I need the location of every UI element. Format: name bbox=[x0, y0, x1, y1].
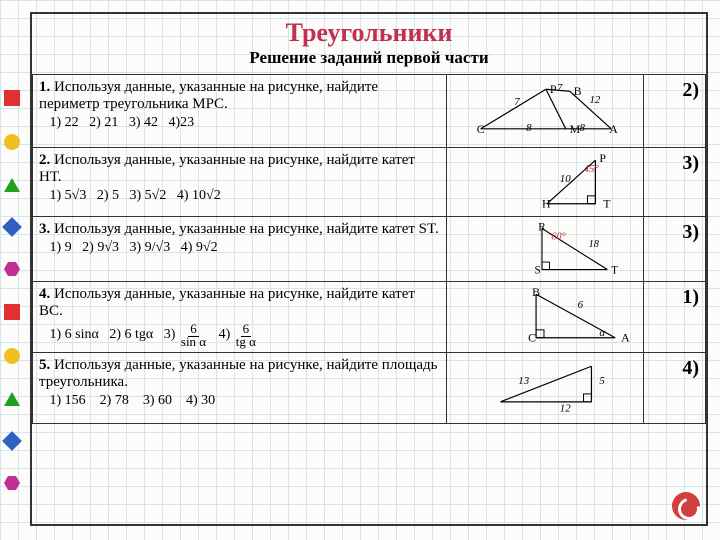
reload-icon bbox=[672, 492, 700, 520]
svg-text:12: 12 bbox=[559, 403, 570, 415]
svg-text:8: 8 bbox=[526, 122, 532, 134]
svg-text:45°: 45° bbox=[583, 163, 599, 175]
question-text: 5. Используя данные, указанные на рисунк… bbox=[33, 353, 447, 424]
svg-text:12: 12 bbox=[589, 94, 600, 106]
main-frame: Треугольники Решение заданий первой част… bbox=[30, 12, 708, 526]
svg-text:T: T bbox=[611, 264, 618, 276]
svg-text:T: T bbox=[603, 197, 611, 211]
svg-text:P: P bbox=[599, 152, 606, 165]
svg-text:8: 8 bbox=[579, 122, 585, 134]
question-table: 1. Используя данные, указанные на рисунк… bbox=[32, 74, 706, 424]
page-title: Треугольники bbox=[32, 14, 706, 48]
question-figure: 13 5 12 bbox=[446, 353, 643, 424]
question-figure: R S T 18 60° bbox=[446, 217, 643, 282]
svg-text:α: α bbox=[599, 327, 605, 339]
svg-text:7: 7 bbox=[514, 96, 520, 108]
answer-cell: 1) bbox=[643, 282, 705, 353]
question-text: 3. Используя данные, указанные на рисунк… bbox=[33, 217, 447, 282]
svg-text:B: B bbox=[532, 286, 540, 299]
question-text: 1. Используя данные, указанные на рисунк… bbox=[33, 75, 447, 148]
question-text: 4. Используя данные, указанные на рисунк… bbox=[33, 282, 447, 353]
svg-text:6: 6 bbox=[577, 299, 583, 311]
answer-cell: 3) bbox=[643, 217, 705, 282]
answer-cell: 4) bbox=[643, 353, 705, 424]
question-figure: B C A 6 α bbox=[446, 282, 643, 353]
answer-cell: 3) bbox=[643, 148, 705, 217]
svg-text:5: 5 bbox=[599, 375, 605, 387]
question-text: 2. Используя данные, указанные на рисунк… bbox=[33, 148, 447, 217]
svg-text:C: C bbox=[528, 331, 536, 345]
svg-text:B: B bbox=[573, 84, 581, 98]
svg-text:R: R bbox=[538, 221, 546, 233]
svg-text:C: C bbox=[476, 122, 484, 136]
svg-text:7: 7 bbox=[556, 82, 562, 94]
svg-text:S: S bbox=[534, 264, 540, 276]
svg-text:10: 10 bbox=[559, 173, 570, 185]
svg-text:13: 13 bbox=[518, 375, 529, 387]
answer-cell: 2) bbox=[643, 75, 705, 148]
svg-text:A: A bbox=[609, 122, 618, 136]
question-figure: P H T 10 45° bbox=[446, 148, 643, 217]
svg-text:60°: 60° bbox=[551, 232, 565, 243]
svg-text:A: A bbox=[621, 331, 630, 345]
decor-shapes bbox=[4, 90, 26, 490]
question-figure: PBCMA771288 bbox=[446, 75, 643, 148]
page-subtitle: Решение заданий первой части bbox=[32, 48, 706, 74]
svg-text:H: H bbox=[542, 197, 551, 211]
svg-text:18: 18 bbox=[588, 239, 599, 250]
